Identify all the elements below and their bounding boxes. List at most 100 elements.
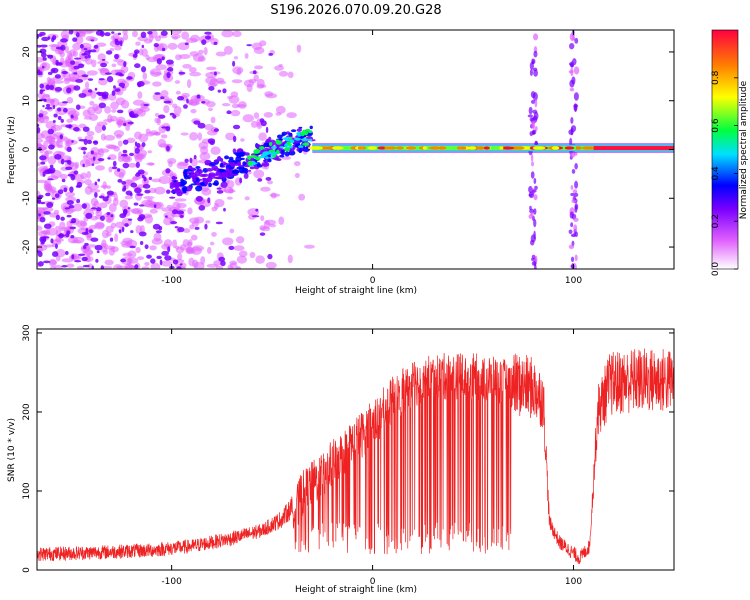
heatmap-cell (152, 81, 162, 87)
heatmap-cell (177, 253, 183, 261)
heatmap-cell (63, 77, 71, 85)
heatmap-cell (100, 265, 105, 269)
x-tick-label: 0 (370, 577, 376, 587)
heatmap-cell (137, 36, 149, 42)
heatmap-cell (192, 245, 205, 252)
heatmap-cell (250, 120, 258, 128)
heatmap-cell (81, 256, 88, 262)
heatmap-cell (88, 229, 94, 234)
colorbar-tick-label: 0.4 (711, 166, 721, 181)
heatmap-cell (66, 146, 72, 153)
heatmap-cell (176, 202, 187, 209)
heatmap-cell (97, 178, 101, 182)
heatmap-cell (79, 43, 84, 49)
heatmap-cell (75, 104, 81, 111)
heatmap-cell (121, 86, 125, 89)
heatmap-cell (298, 147, 303, 154)
heatmap-cell (84, 55, 89, 59)
heatmap-cell (532, 67, 538, 72)
heatmap-cell (574, 180, 579, 189)
heatmap-cell (530, 171, 535, 179)
heatmap-cell (405, 146, 417, 150)
heatmap-cell (78, 138, 86, 142)
heatmap-cell (387, 146, 397, 150)
heatmap-cell (66, 200, 74, 205)
heatmap-cell (136, 193, 144, 196)
heatmap-cell (182, 63, 192, 69)
heatmap-cell (216, 190, 224, 194)
heatmap-cell (155, 64, 167, 71)
heatmap-cell (203, 47, 208, 56)
heatmap-cell (134, 264, 139, 269)
heatmap-cell (199, 173, 206, 177)
heatmap-cell (194, 226, 200, 230)
heatmap-cell (101, 94, 109, 100)
heatmap-cell (166, 145, 170, 152)
heatmap-cell (221, 103, 231, 107)
heatmap-cell (209, 162, 216, 166)
heatmap-cell (73, 127, 80, 132)
heatmap-cell (531, 189, 537, 193)
heatmap-cell (258, 132, 267, 141)
heatmap-cell (174, 226, 179, 229)
heatmap-cell (155, 230, 162, 234)
heatmap-cell (148, 33, 154, 42)
heatmap-cell (37, 225, 43, 231)
heatmap-cell (207, 197, 211, 204)
heatmap-cell (276, 134, 283, 139)
heatmap-cell (528, 214, 533, 219)
heatmap-cell (267, 253, 273, 260)
heatmap-cell (127, 218, 133, 221)
heatmap-cell (136, 142, 141, 149)
heatmap-cell (172, 36, 179, 40)
y-tick-label: 300 (22, 324, 32, 341)
heatmap-cell (278, 70, 289, 77)
heatmap-cell (111, 109, 117, 113)
heatmap-cell (81, 53, 87, 56)
heatmap-cell (48, 136, 55, 145)
heatmap-cell (104, 259, 114, 266)
heatmap-cell (123, 122, 127, 127)
heatmap-cell (169, 112, 175, 116)
heatmap-cell (225, 132, 236, 141)
heatmap-cell (574, 231, 579, 238)
heatmap-cell (63, 187, 68, 193)
heatmap-cell (190, 108, 197, 114)
heatmap-cell (278, 216, 285, 225)
heatmap-cell (66, 87, 72, 94)
heatmap-cell (64, 207, 71, 210)
snr-y-label: SNR (10 * v/v) (7, 418, 17, 482)
heatmap-cell (74, 35, 84, 45)
heatmap-cell (173, 106, 182, 115)
heatmap-cell (83, 47, 88, 51)
heatmap-cell (213, 260, 223, 266)
heatmap-cell (164, 255, 172, 261)
heatmap-cell (302, 142, 309, 146)
heatmap-cell (47, 36, 51, 40)
heatmap-cell (49, 164, 54, 168)
heatmap-cell (99, 202, 108, 209)
heatmap-cell (570, 222, 574, 228)
heatmap-cell (571, 169, 576, 174)
heatmap-cell (231, 79, 243, 84)
heatmap-cell (86, 130, 95, 136)
heatmap-cell (48, 77, 56, 85)
heatmap-cell (37, 179, 48, 184)
heatmap-cell (159, 259, 163, 266)
heatmap-cell (223, 207, 226, 212)
heatmap-cell (76, 265, 84, 269)
heatmap-cell (47, 155, 57, 165)
heatmap-cell (573, 217, 579, 222)
heatmap-cell (149, 187, 157, 194)
heatmap-cell (529, 68, 533, 77)
heatmap-cell (172, 259, 179, 265)
heatmap-cell (195, 165, 201, 169)
heatmap-cell (69, 226, 77, 230)
heatmap-cell (253, 112, 260, 119)
heatmap-cell (55, 46, 64, 50)
heatmap-cell (120, 258, 127, 263)
heatmap-cell (54, 74, 61, 79)
heatmap-cell (531, 254, 536, 260)
heatmap-cell (46, 202, 54, 208)
